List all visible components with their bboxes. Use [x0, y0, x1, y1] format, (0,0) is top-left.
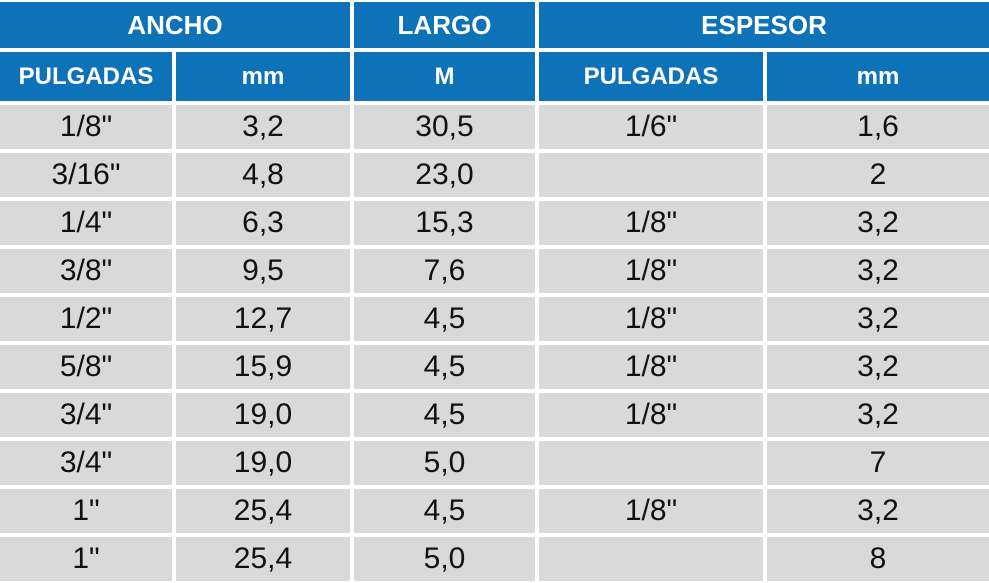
table-cell-r7-c4: 1/8": [539, 393, 763, 437]
header-group-largo: LARGO: [354, 2, 535, 48]
table-cell-r5-c3: 4,5: [354, 297, 535, 341]
table-cell-r5-c2: 12,7: [176, 297, 350, 341]
table-cell-r4-c2: 9,5: [176, 249, 350, 293]
table-cell-r7-c5: 3,2: [767, 393, 989, 437]
table-cell-r3-c5: 3,2: [767, 201, 989, 245]
table-cell-r9-c4: 1/8": [539, 489, 763, 533]
col-header-pulgadas-espesor: PULGADAS: [539, 52, 763, 101]
table-cell-r9-c1: 1": [0, 489, 172, 533]
table-cell-r2-c1: 3/16": [0, 153, 172, 197]
table-cell-r4-c4: 1/8": [539, 249, 763, 293]
table-cell-r8-c5: 7: [767, 441, 989, 485]
col-header-m-largo: M: [354, 52, 535, 101]
table-cell-r5-c4: 1/8": [539, 297, 763, 341]
table-cell-r1-c3: 30,5: [354, 105, 535, 149]
table-cell-r6-c1: 5/8": [0, 345, 172, 389]
header-group-espesor: ESPESOR: [539, 2, 989, 48]
header-group-ancho: ANCHO: [0, 2, 350, 48]
table-cell-r10-c4: [539, 537, 763, 581]
table-cell-r3-c3: 15,3: [354, 201, 535, 245]
table-cell-r10-c5: 8: [767, 537, 989, 581]
table-cell-r6-c5: 3,2: [767, 345, 989, 389]
col-header-mm-ancho: mm: [176, 52, 350, 101]
table-cell-r7-c3: 4,5: [354, 393, 535, 437]
table-cell-r3-c1: 1/4": [0, 201, 172, 245]
table-cell-r6-c3: 4,5: [354, 345, 535, 389]
table-cell-r6-c4: 1/8": [539, 345, 763, 389]
table-cell-r10-c2: 25,4: [176, 537, 350, 581]
col-header-mm-espesor: mm: [767, 52, 989, 101]
table-cell-r1-c5: 1,6: [767, 105, 989, 149]
col-header-pulgadas-ancho: PULGADAS: [0, 52, 172, 101]
table-cell-r4-c1: 3/8": [0, 249, 172, 293]
table-cell-r7-c1: 3/4": [0, 393, 172, 437]
table-cell-r2-c4: [539, 153, 763, 197]
table-cell-r2-c5: 2: [767, 153, 989, 197]
table-cell-r8-c2: 19,0: [176, 441, 350, 485]
table-cell-r9-c3: 4,5: [354, 489, 535, 533]
table-cell-r1-c2: 3,2: [176, 105, 350, 149]
table-cell-r7-c2: 19,0: [176, 393, 350, 437]
table-cell-r2-c3: 23,0: [354, 153, 535, 197]
table-cell-r5-c1: 1/2": [0, 297, 172, 341]
table-cell-r10-c3: 5,0: [354, 537, 535, 581]
table-cell-r9-c2: 25,4: [176, 489, 350, 533]
table-cell-r9-c5: 3,2: [767, 489, 989, 533]
table-cell-r8-c3: 5,0: [354, 441, 535, 485]
table-cell-r10-c1: 1": [0, 537, 172, 581]
table-cell-r8-c4: [539, 441, 763, 485]
table-cell-r1-c1: 1/8": [0, 105, 172, 149]
table-cell-r8-c1: 3/4": [0, 441, 172, 485]
table-cell-r3-c4: 1/8": [539, 201, 763, 245]
table-cell-r4-c5: 3,2: [767, 249, 989, 293]
table-cell-r2-c2: 4,8: [176, 153, 350, 197]
table-cell-r4-c3: 7,6: [354, 249, 535, 293]
table-cell-r6-c2: 15,9: [176, 345, 350, 389]
table-cell-r5-c5: 3,2: [767, 297, 989, 341]
table-cell-r3-c2: 6,3: [176, 201, 350, 245]
table-cell-r1-c4: 1/6": [539, 105, 763, 149]
